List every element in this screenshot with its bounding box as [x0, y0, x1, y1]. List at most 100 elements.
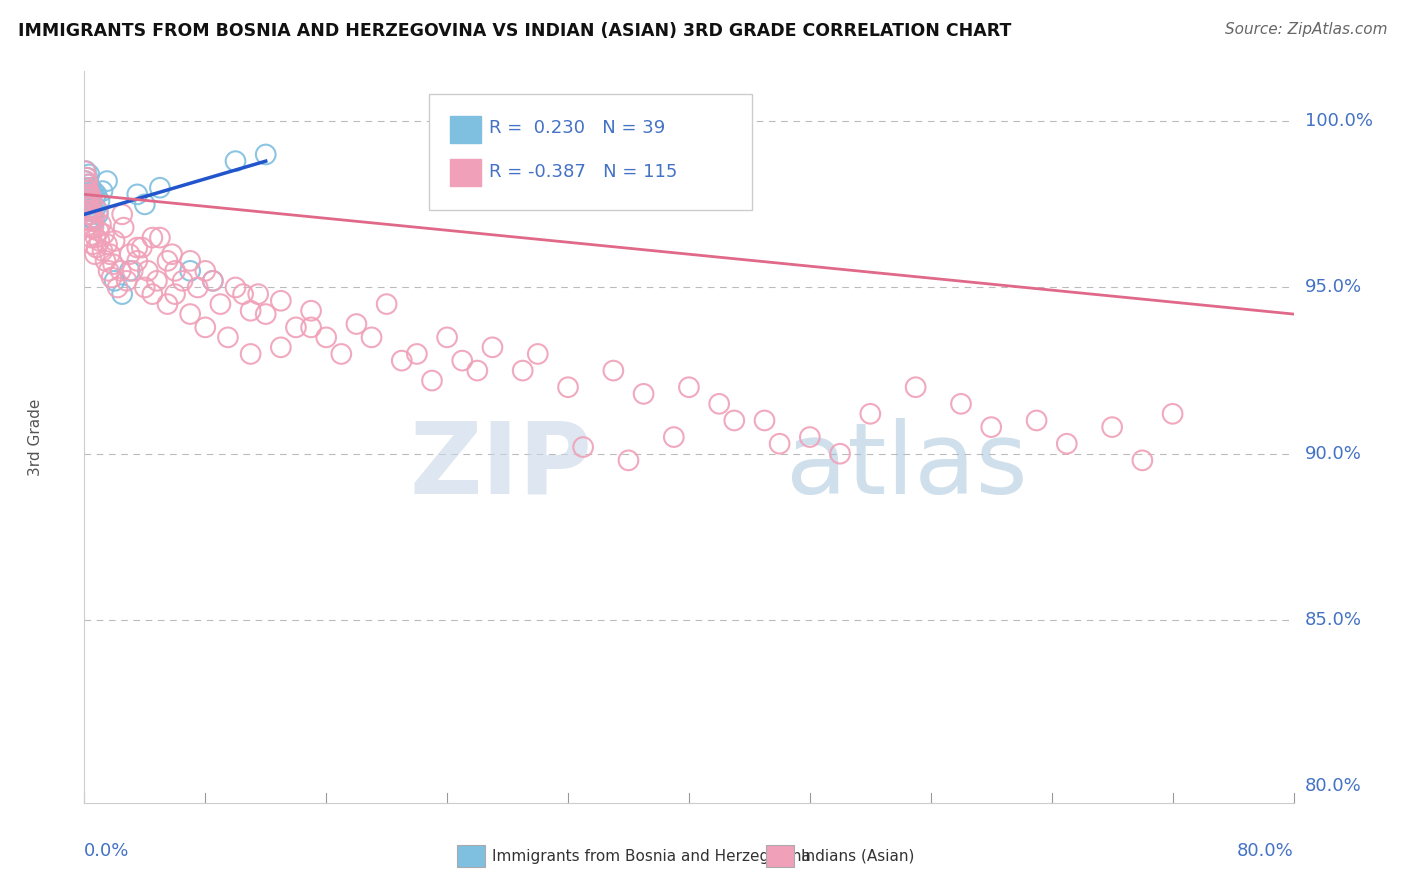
Point [87, 207, 110, 221]
Point [481, 340, 503, 354]
Point [127, 253, 149, 268]
Point [662, 430, 685, 444]
Point [79, 187, 101, 202]
Point [194, 320, 217, 334]
Point [97, 264, 120, 278]
Point [79, 220, 101, 235]
Point [194, 264, 217, 278]
Point [527, 347, 550, 361]
Point [80, 194, 103, 208]
Point [247, 287, 270, 301]
Point [79, 180, 101, 194]
Point [80, 214, 103, 228]
Point [420, 374, 443, 388]
Point [346, 317, 368, 331]
Point [86, 187, 108, 202]
Point [75, 164, 97, 178]
Point [146, 274, 169, 288]
Point [112, 220, 135, 235]
Point [179, 264, 201, 278]
Point [678, 380, 700, 394]
Point [254, 147, 277, 161]
Point [270, 293, 292, 308]
Point [80, 197, 103, 211]
Point [76, 194, 98, 208]
Point [131, 241, 153, 255]
Point [1161, 407, 1184, 421]
Point [557, 380, 579, 394]
Point [172, 274, 194, 288]
Point [436, 330, 458, 344]
Point [90, 217, 112, 231]
Point [84, 201, 107, 215]
Point [512, 363, 534, 377]
Point [165, 287, 187, 301]
Point [76, 204, 98, 219]
Point [239, 303, 262, 318]
Point [104, 234, 127, 248]
Point [1056, 436, 1078, 450]
Point [633, 387, 655, 401]
Point [77, 168, 100, 182]
Text: Source: ZipAtlas.com: Source: ZipAtlas.com [1225, 22, 1388, 37]
Text: ZIP: ZIP [409, 417, 592, 515]
Point [1132, 453, 1154, 467]
Point [76, 184, 98, 198]
Point [110, 264, 132, 278]
Point [84, 191, 107, 205]
Point [86, 241, 108, 255]
Point [77, 204, 100, 219]
Point [160, 247, 183, 261]
Point [285, 320, 308, 334]
Point [617, 453, 640, 467]
Point [80, 211, 103, 225]
Point [141, 287, 163, 301]
Text: R =  0.230   N = 39: R = 0.230 N = 39 [489, 120, 665, 137]
Point [754, 413, 776, 427]
Text: atlas: atlas [786, 417, 1028, 515]
Text: 0.0%: 0.0% [84, 842, 129, 860]
Point [769, 436, 792, 450]
Point [82, 184, 104, 198]
Point [104, 274, 127, 288]
Point [179, 253, 201, 268]
Point [375, 297, 398, 311]
Point [270, 340, 292, 354]
Point [572, 440, 595, 454]
Point [467, 363, 489, 377]
Point [75, 187, 97, 202]
Text: R = -0.387   N = 115: R = -0.387 N = 115 [489, 163, 678, 181]
Point [77, 201, 100, 215]
Point [799, 430, 821, 444]
Point [77, 197, 100, 211]
Point [79, 201, 101, 215]
Point [709, 397, 731, 411]
Point [96, 237, 118, 252]
Point [1101, 420, 1123, 434]
Text: IMMIGRANTS FROM BOSNIA AND HERZEGOVINA VS INDIAN (ASIAN) 3RD GRADE CORRELATION C: IMMIGRANTS FROM BOSNIA AND HERZEGOVINA V… [18, 22, 1012, 40]
Point [156, 253, 179, 268]
Point [217, 330, 239, 344]
Point [91, 184, 114, 198]
Point [87, 204, 110, 219]
Point [156, 297, 179, 311]
Point [830, 447, 852, 461]
Text: 90.0%: 90.0% [1305, 445, 1361, 463]
Point [451, 353, 474, 368]
Point [100, 270, 122, 285]
Point [179, 307, 201, 321]
Point [76, 194, 98, 208]
Point [82, 220, 104, 235]
Point [93, 227, 115, 242]
Point [134, 280, 156, 294]
Point [98, 247, 121, 261]
Point [209, 297, 232, 311]
Point [201, 274, 224, 288]
Text: Immigrants from Bosnia and Herzegovina: Immigrants from Bosnia and Herzegovina [492, 849, 811, 863]
Point [77, 184, 100, 198]
Point [149, 230, 172, 244]
Point [75, 197, 97, 211]
Point [134, 197, 156, 211]
Point [101, 257, 124, 271]
Point [84, 230, 107, 244]
